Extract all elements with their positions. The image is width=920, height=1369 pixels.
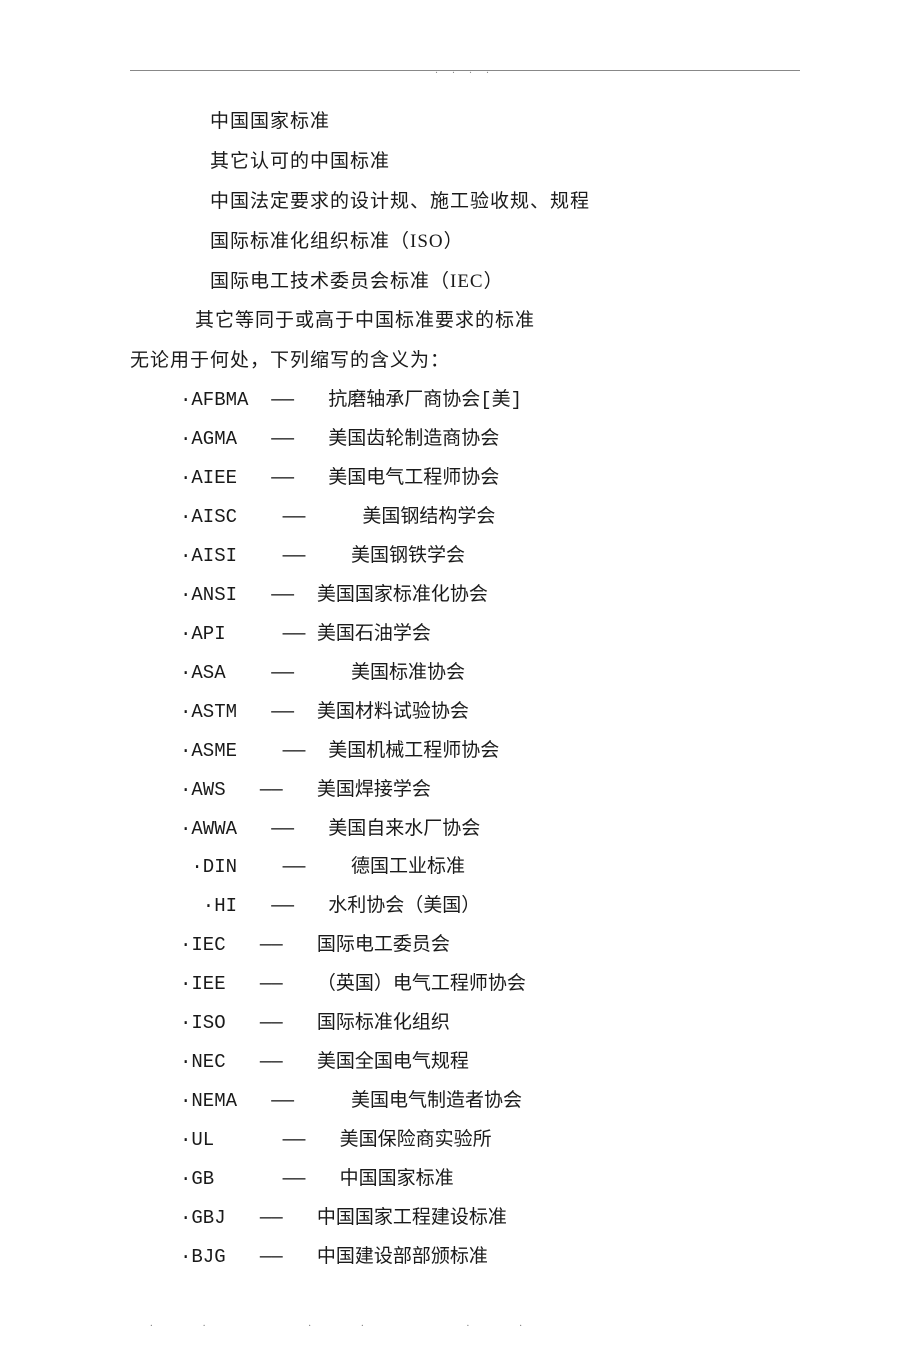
- abbr-row: ·AFBMA —— 抗磨轴承厂商协会[美]: [180, 381, 800, 420]
- intro-line-2: 其它认可的中国标准: [130, 142, 800, 182]
- abbr-row: ·IEC —— 国际电工委员会: [180, 926, 800, 965]
- abbr-row: ·HI —— 水利协会（美国）: [180, 887, 800, 926]
- abbr-row: ·NEC —— 美国全国电气规程: [180, 1043, 800, 1082]
- abbr-row: ·BJG —— 中国建设部部颁标准: [180, 1238, 800, 1277]
- abbr-row: ·AISC —— 美国钢结构学会: [180, 498, 800, 537]
- abbr-row: ·ASA —— 美国标准协会: [180, 654, 800, 693]
- abbr-row: ·NEMA —— 美国电气制造者协会: [180, 1082, 800, 1121]
- abbreviation-list: ·AFBMA —— 抗磨轴承厂商协会[美] ·AGMA —— 美国齿轮制造商协会…: [130, 381, 800, 1277]
- intro-lead: 无论用于何处，下列缩写的含义为：: [130, 341, 800, 381]
- abbr-row: ·ANSI —— 美国国家标准化协会: [180, 576, 800, 615]
- abbr-row: ·AWWA —— 美国自来水厂协会: [180, 810, 800, 849]
- abbr-row: ·GBJ —— 中国国家工程建设标准: [180, 1199, 800, 1238]
- abbr-row: ·ISO —— 国际标准化组织: [180, 1004, 800, 1043]
- abbr-row: ·AISI —— 美国钢铁学会: [180, 537, 800, 576]
- intro-line-5: 国际电工技术委员会标准（IEC）: [130, 262, 800, 302]
- footer-dots: .. .. ..: [130, 1317, 800, 1329]
- abbr-row: ·AIEE —— 美国电气工程师协会: [180, 459, 800, 498]
- abbr-row: ·API —— 美国石油学会: [180, 615, 800, 654]
- abbr-row: ·AWS —— 美国焊接学会: [180, 771, 800, 810]
- abbr-row: ·GB —— 中国国家标准: [180, 1160, 800, 1199]
- header-rule-marks: . . . .: [130, 65, 800, 76]
- intro-line-4: 国际标准化组织标准（ISO）: [130, 222, 800, 262]
- intro-line-3: 中国法定要求的设计规、施工验收规、规程: [130, 182, 800, 222]
- abbr-row: ·AGMA —— 美国齿轮制造商协会: [180, 420, 800, 459]
- abbr-row: ·DIN —— 德国工业标准: [180, 848, 800, 887]
- abbr-row: ·ASME —— 美国机械工程师协会: [180, 732, 800, 771]
- abbr-row: ·UL —— 美国保险商实验所: [180, 1121, 800, 1160]
- header-rule: . . . .: [130, 70, 800, 72]
- intro-line-1: 中国国家标准: [130, 102, 800, 142]
- abbr-row: ·IEE —— （英国）电气工程师协会: [180, 965, 800, 1004]
- intro-line-alt: 其它等同于或高于中国标准要求的标准: [130, 301, 800, 341]
- abbr-row: ·ASTM —— 美国材料试验协会: [180, 693, 800, 732]
- document-page: . . . . 中国国家标准 其它认可的中国标准 中国法定要求的设计规、施工验收…: [0, 0, 920, 1369]
